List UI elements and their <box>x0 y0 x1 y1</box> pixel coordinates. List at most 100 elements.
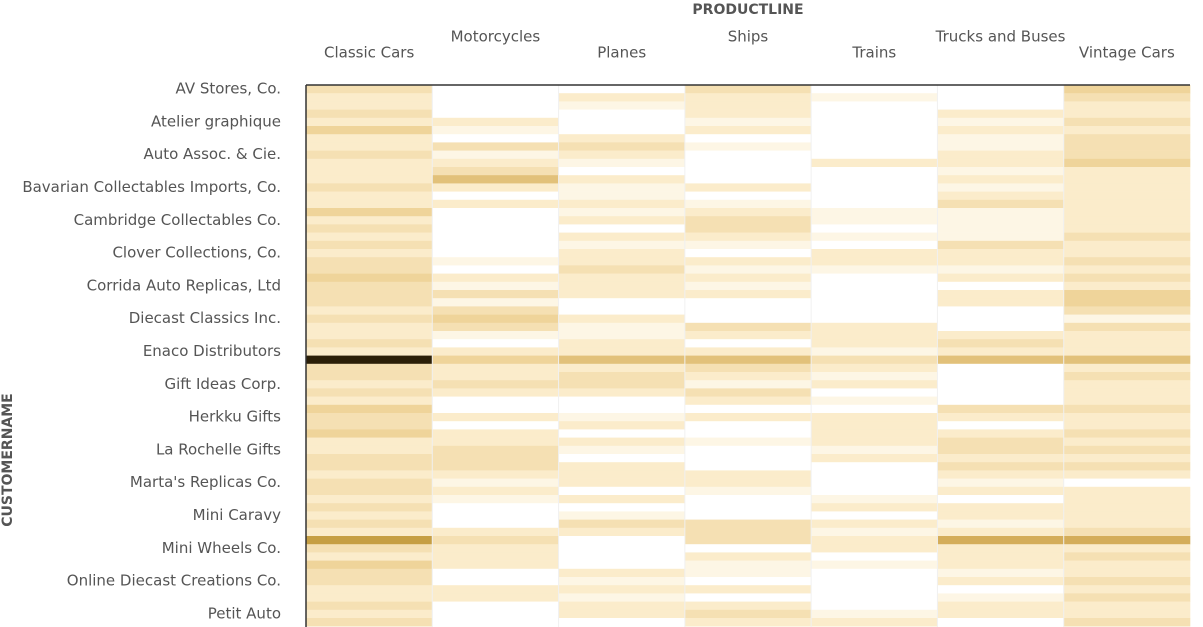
heat-cell <box>937 126 1065 135</box>
heat-cell <box>937 355 1065 365</box>
heat-cell <box>1063 290 1191 299</box>
heat-cell <box>1063 486 1191 496</box>
heat-cell <box>1063 216 1191 225</box>
heat-cell <box>558 216 686 225</box>
heat-cell <box>432 388 559 397</box>
heat-cell <box>432 363 559 373</box>
heat-cell <box>306 478 433 488</box>
heat-cell <box>432 577 559 586</box>
heat-cell <box>937 199 1065 209</box>
heat-cell <box>811 175 938 184</box>
heat-cell <box>811 331 938 340</box>
heat-cell <box>558 257 686 266</box>
heat-cell <box>811 372 938 381</box>
heat-cell <box>558 249 686 258</box>
heat-cell <box>432 240 559 250</box>
y-tick-label: Enaco Distributors <box>143 342 281 360</box>
heat-cell <box>432 117 559 127</box>
heat-cell <box>558 536 686 545</box>
heat-cell <box>432 527 559 537</box>
heat-cell <box>937 257 1065 266</box>
heat-cell <box>432 486 559 496</box>
heat-cell <box>432 495 559 504</box>
heat-cell <box>1063 85 1191 94</box>
heat-cell <box>558 322 686 332</box>
heat-cell <box>306 429 433 438</box>
heat-cell <box>432 429 559 438</box>
heat-cell <box>1063 281 1191 291</box>
heat-cell <box>811 322 938 332</box>
heat-cell <box>558 150 686 160</box>
heat-cell <box>558 85 686 94</box>
heat-cell <box>558 175 686 184</box>
heat-cell <box>684 462 812 471</box>
heat-cell <box>432 609 559 619</box>
heat-cell <box>684 404 812 414</box>
heat-cell <box>937 445 1065 455</box>
heat-cell <box>432 208 559 217</box>
heat-cell <box>432 462 559 471</box>
heat-cell <box>306 208 433 217</box>
heat-cell <box>558 191 686 201</box>
heat-cell <box>1063 191 1191 201</box>
heat-cell <box>937 191 1065 201</box>
heat-cell <box>811 478 938 488</box>
heat-cell <box>558 519 686 529</box>
heat-cell <box>558 421 686 430</box>
heat-cell <box>1063 363 1191 373</box>
heat-cell <box>1063 560 1191 570</box>
heat-cell <box>811 281 938 291</box>
heat-cell <box>1063 240 1191 250</box>
heat-cell <box>937 568 1065 578</box>
heat-cell <box>306 470 433 479</box>
heat-cell <box>558 560 686 570</box>
heat-cell <box>811 568 938 578</box>
heat-cell <box>1063 511 1191 520</box>
y-tick-label: Diecast Classics Inc. <box>129 309 281 327</box>
heat-cell <box>432 470 559 479</box>
heat-cell <box>684 306 812 315</box>
heat-cell <box>432 437 559 447</box>
heat-cell <box>306 191 433 201</box>
heat-cell <box>811 150 938 160</box>
heat-cell <box>937 183 1065 192</box>
heat-cell <box>684 281 812 291</box>
heat-cell <box>432 150 559 160</box>
heat-cell <box>1063 593 1191 602</box>
heat-cell <box>684 437 812 447</box>
heat-cell <box>937 101 1065 110</box>
heat-cell <box>558 454 686 463</box>
heat-cell <box>811 101 938 110</box>
heat-cell <box>558 478 686 488</box>
heat-cell <box>306 314 433 324</box>
heat-cell <box>306 462 433 471</box>
y-tick-label: Herkku Gifts <box>189 408 282 426</box>
heat-cell <box>1063 421 1191 430</box>
heat-cell <box>1063 158 1191 168</box>
heat-cell <box>811 224 938 233</box>
heat-cell <box>684 191 812 201</box>
heat-cell <box>811 134 938 143</box>
heat-cell <box>306 355 433 365</box>
heat-cell <box>937 298 1065 307</box>
heat-cell <box>1063 413 1191 422</box>
heat-cell <box>684 519 812 529</box>
heat-cell <box>937 470 1065 479</box>
heat-cell <box>306 577 433 586</box>
heat-cell <box>937 216 1065 225</box>
heat-cell <box>811 257 938 266</box>
heat-cell <box>684 240 812 250</box>
heat-cell <box>558 495 686 504</box>
heat-cell <box>937 536 1065 545</box>
heat-cell <box>1063 109 1191 119</box>
heat-cell <box>432 216 559 225</box>
heat-cell <box>1063 437 1191 447</box>
heat-cell <box>306 445 433 455</box>
heat-cell <box>684 396 812 406</box>
heat-cell <box>432 249 559 258</box>
heat-cell <box>684 232 812 242</box>
heat-cell <box>1063 618 1191 627</box>
heat-cell <box>684 527 812 537</box>
heat-cell <box>432 445 559 455</box>
